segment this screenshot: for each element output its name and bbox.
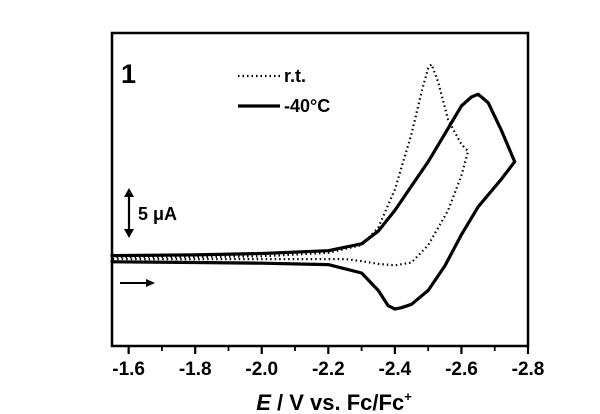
x-axis: -1.6 -1.8 -2.0 -2.2 -2.4 -2.6 -2.8 E / V vs. Fc… — [112, 346, 544, 414]
x-tick-label-6: -2.8 — [512, 359, 545, 380]
x-tick-label-4: -2.4 — [379, 359, 412, 380]
x-tick-label-0: -1.6 — [112, 359, 145, 380]
x-tick-label-2: -2.0 — [245, 359, 278, 380]
panel-label: 1 — [121, 59, 136, 89]
plot-area — [110, 63, 517, 311]
x-axis-title: E / V vs. Fc/Fc+ — [256, 389, 412, 414]
x-axis-title-text: / V vs. Fc/Fc — [271, 390, 404, 414]
x-tick-label-3: -2.2 — [312, 359, 345, 380]
legend-label-1: -40°C — [284, 96, 330, 116]
plot-frame — [110, 31, 530, 348]
scale-bar-arrowhead-down — [124, 229, 134, 238]
scan-direction-arrow — [146, 279, 155, 287]
x-tick-label-1: -1.8 — [179, 359, 212, 380]
annotations: 1 5 μA — [120, 59, 177, 287]
legend: r.t. -40°C — [238, 66, 330, 116]
series-line-1 — [110, 92, 517, 311]
scale-bar-arrowhead-up — [124, 188, 134, 197]
legend-label-0: r.t. — [284, 66, 306, 86]
x-axis-title-superscript: + — [404, 389, 412, 404]
scale-bar-label: 5 μA — [138, 204, 177, 224]
x-axis-title-italic: E — [256, 390, 272, 414]
x-tick-label-5: -2.6 — [445, 359, 478, 380]
